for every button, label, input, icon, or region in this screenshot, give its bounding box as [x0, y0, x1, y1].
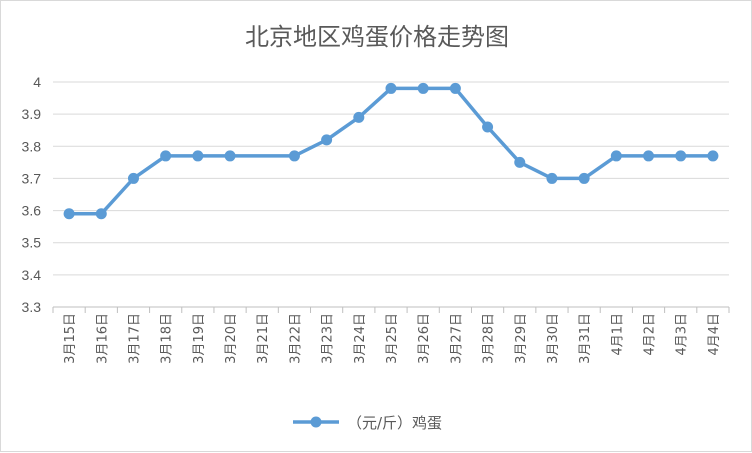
data-point[interactable]: [546, 172, 558, 184]
x-tick-label: 3月17日: [127, 313, 142, 364]
data-point[interactable]: [482, 121, 494, 133]
data-point[interactable]: [192, 150, 204, 162]
x-tick-label: 3月26日: [417, 313, 432, 364]
x-tick-label: 3月20日: [224, 313, 239, 364]
data-point[interactable]: [449, 82, 461, 94]
x-tick-label: 3月23日: [321, 313, 336, 364]
series-layer: [63, 82, 719, 220]
x-tick-label: 3月25日: [385, 313, 400, 364]
data-point[interactable]: [514, 156, 526, 168]
y-axis-ticks: 3.3 3.4 3.5 3.6 3.7 3.8 3.9 4: [22, 74, 42, 315]
x-tick-label: 3月19日: [192, 313, 207, 364]
y-tick-label: 3.6: [22, 203, 42, 219]
x-tick-label: 3月21日: [256, 313, 271, 364]
x-tick-label: 4月2日: [643, 313, 658, 356]
y-tick-label: 3.4: [22, 267, 42, 283]
data-point[interactable]: [610, 150, 622, 162]
chart-title: 北京地区鸡蛋价格走势图: [245, 23, 509, 51]
data-point[interactable]: [353, 111, 365, 123]
y-tick-label: 3.3: [22, 299, 42, 315]
x-tick-label: 3月31日: [578, 313, 593, 364]
x-tick-label: 3月16日: [95, 313, 110, 364]
gridlines: [53, 81, 729, 308]
data-point[interactable]: [288, 150, 300, 162]
data-point[interactable]: [417, 82, 429, 94]
x-tick-label: 3月30日: [546, 313, 561, 364]
y-tick-label: 3.8: [22, 138, 42, 154]
x-tick-label: 3月24日: [353, 313, 368, 364]
y-tick-label: 4: [33, 74, 41, 90]
x-tick-label: 3月15日: [63, 313, 78, 364]
x-tick-label: 3月29日: [514, 313, 529, 364]
x-tick-label: 4月3日: [675, 313, 690, 356]
data-point[interactable]: [675, 150, 687, 162]
legend[interactable]: （元/斤）鸡蛋: [293, 414, 442, 432]
data-point[interactable]: [95, 208, 107, 220]
y-tick-label: 3.9: [22, 106, 42, 122]
legend-label: （元/斤）鸡蛋: [347, 414, 442, 432]
data-point[interactable]: [643, 150, 655, 162]
legend-marker: [310, 416, 322, 428]
x-tick-label: 3月27日: [449, 313, 464, 364]
x-tick-label: 3月28日: [482, 313, 497, 364]
data-point[interactable]: [578, 172, 590, 184]
data-point[interactable]: [224, 150, 236, 162]
x-tick-label: 3月22日: [288, 313, 303, 364]
x-tick-label: 4月1日: [610, 313, 625, 356]
y-tick-label: 3.7: [22, 170, 42, 186]
y-tick-label: 3.5: [22, 235, 42, 251]
x-tick-label: 3月18日: [160, 313, 175, 364]
data-point[interactable]: [707, 150, 719, 162]
x-tick-label: 4月4日: [707, 313, 722, 356]
data-point[interactable]: [127, 172, 139, 184]
data-point[interactable]: [385, 82, 397, 94]
data-point[interactable]: [321, 134, 333, 146]
data-point[interactable]: [63, 208, 75, 220]
x-axis-ticks: 3月15日 3月16日 3月17日 3月18日 3月19日 3月20日 3月21日 3月22日…: [52, 307, 730, 364]
data-point[interactable]: [160, 150, 172, 162]
